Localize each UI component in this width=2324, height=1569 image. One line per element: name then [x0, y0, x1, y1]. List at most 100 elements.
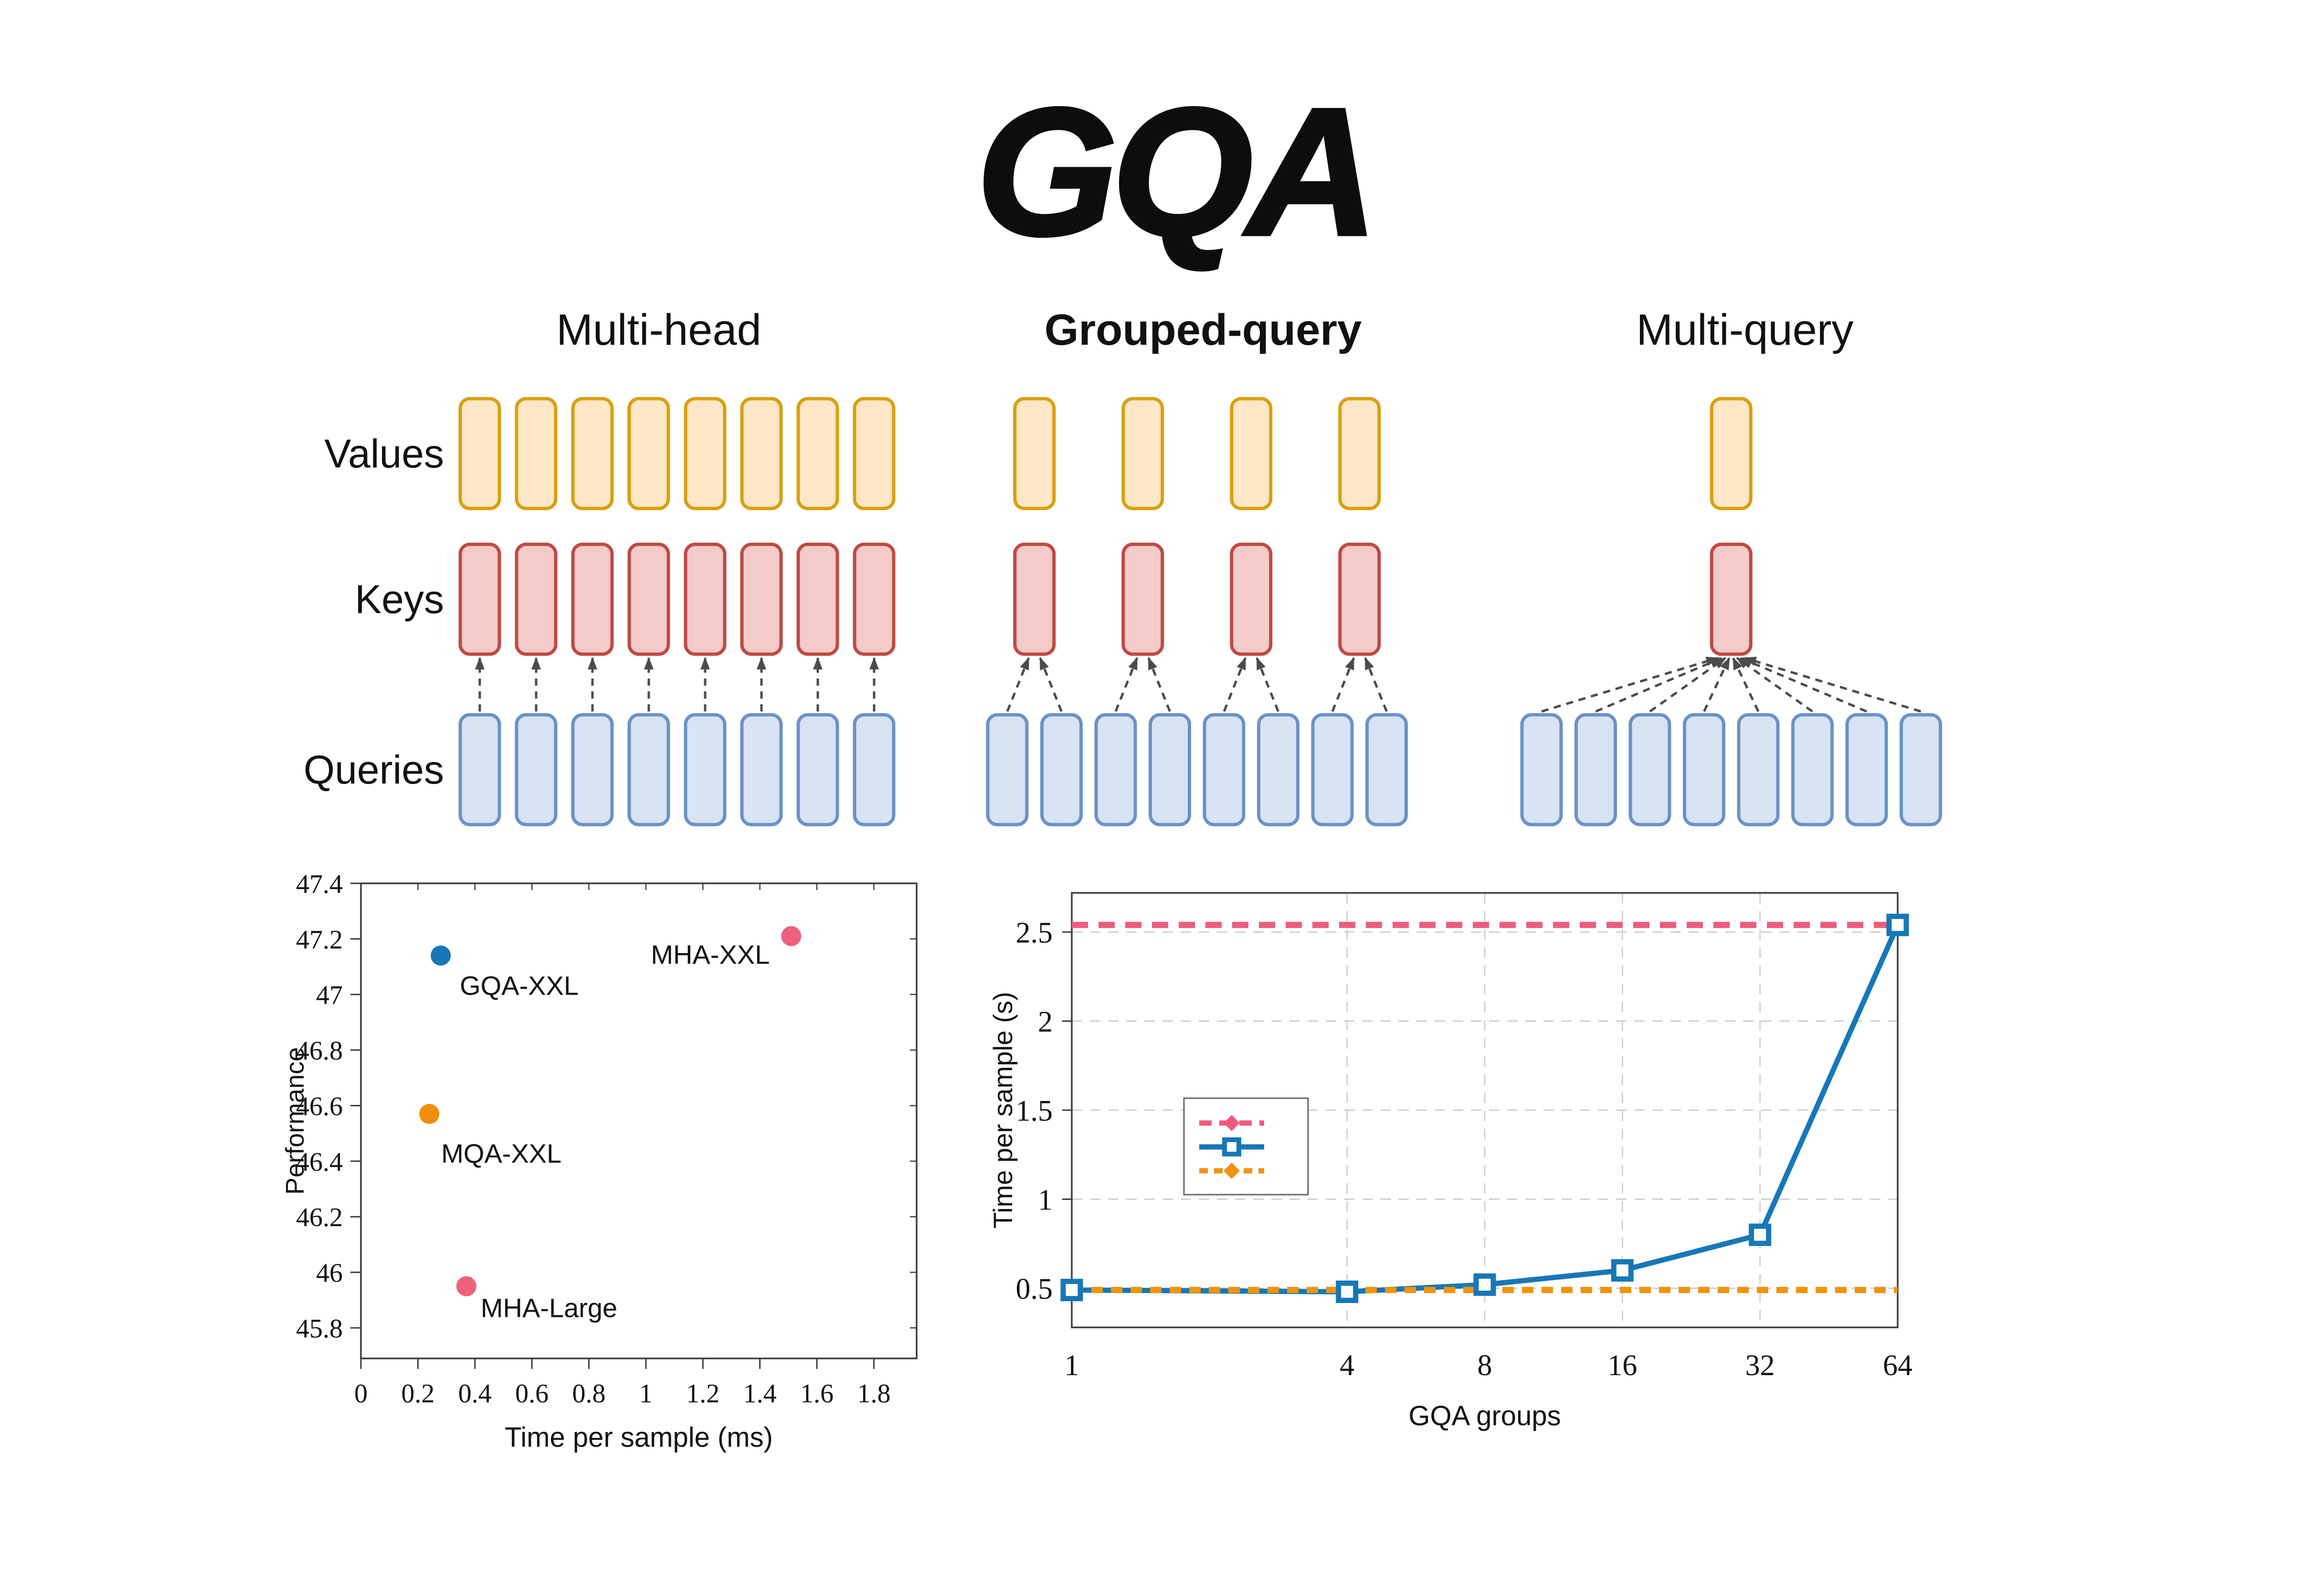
- query-key-connector: [1732, 657, 1760, 712]
- line-chart-y-tick-label: 1.5: [1016, 1095, 1053, 1127]
- line-chart: 0.5 1 1.5 2 2.5 1 4 8 16 32 64 GQA groups Time per s…: [988, 892, 1912, 1431]
- key-head-rect: [853, 542, 896, 656]
- query-key-connector: [1256, 657, 1279, 712]
- scatter-x-tick-label: 1.6: [800, 1379, 834, 1409]
- scatter-point-MHA-XXL: [781, 926, 802, 946]
- line-chart-y-tick-label: 1: [1038, 1184, 1053, 1216]
- scatter-y-axis-title: Performance: [281, 1047, 309, 1195]
- row-label-queries: Queries: [303, 747, 444, 792]
- query-head-rect: [740, 713, 783, 827]
- query-key-connector: [1114, 657, 1139, 712]
- key-head-rect: [684, 542, 727, 656]
- scatter-x-tick-label: 1.4: [743, 1379, 777, 1409]
- query-head-rect: [515, 713, 558, 827]
- query-head-rect: [684, 713, 727, 827]
- value-head-rect: [458, 397, 501, 510]
- gqa-series-square-marker: [1336, 1280, 1359, 1303]
- query-head-rect: [571, 713, 614, 827]
- gqa-series-square-marker: [1473, 1273, 1496, 1296]
- line-chart-x-axis-title: GQA groups: [1408, 1400, 1561, 1431]
- scatter-y-tick-label: 46.6: [296, 1092, 343, 1121]
- line-chart-y-axis-title: Time per sample (s): [988, 992, 1018, 1229]
- key-head-rect: [1121, 542, 1164, 656]
- scatter-x-tick-label: 1.2: [686, 1379, 719, 1409]
- query-head-rect: [1900, 713, 1942, 827]
- query-head-rect: [1149, 713, 1191, 827]
- query-key-connector: [1743, 657, 1922, 713]
- query-head-rect: [1628, 713, 1671, 827]
- value-head-rect: [1338, 397, 1381, 510]
- column-header-multi-head: Multi-head: [556, 306, 761, 354]
- query-head-rect: [1683, 713, 1725, 827]
- query-key-connector: [1649, 657, 1726, 713]
- query-head-rect: [1094, 713, 1137, 827]
- value-head-rect: [1710, 397, 1753, 510]
- query-key-connector: [1039, 657, 1063, 712]
- scatter-x-tick-label: 0: [354, 1379, 368, 1409]
- scatter-point-label: GQA-XXL: [460, 970, 579, 1000]
- key-head-rect: [1230, 542, 1273, 656]
- line-chart-y-tick-label: 2.5: [1016, 917, 1053, 949]
- scatter-x-tick-label: 0.8: [572, 1379, 606, 1409]
- value-head-rect: [796, 397, 839, 510]
- value-head-rect: [740, 397, 783, 510]
- key-head-rect: [458, 542, 501, 656]
- key-head-rect: [1338, 542, 1381, 656]
- query-head-rect: [1737, 713, 1780, 827]
- gqa-series-square-marker: [1611, 1259, 1634, 1282]
- scatter-y-tick-label: 47: [316, 981, 343, 1010]
- scatter-x-tick-label: 1: [639, 1379, 653, 1409]
- gqa-series-square-marker: [1886, 913, 1909, 936]
- scatter-point-GQA-XXL: [431, 945, 451, 966]
- scatter-y-tick-label: 45.8: [296, 1314, 343, 1344]
- value-head-rect: [684, 397, 727, 510]
- scatter-point-label: MHA-XXL: [651, 940, 770, 970]
- line-chart-legend: [1183, 1097, 1309, 1196]
- query-key-connector: [1736, 657, 1813, 713]
- query-key-connector: [1364, 657, 1388, 712]
- query-head-rect: [986, 713, 1029, 827]
- key-head-rect: [515, 542, 558, 656]
- figure-title: GQA: [975, 70, 1380, 273]
- key-head-rect: [740, 542, 783, 656]
- query-head-rect: [1257, 713, 1299, 827]
- query-head-rect: [796, 713, 839, 827]
- legend-diamond-marker: [1224, 1163, 1240, 1179]
- scatter-y-tick-label: 47.2: [296, 925, 343, 954]
- line-chart-x-tick-label: 8: [1478, 1349, 1492, 1382]
- value-head-rect: [627, 397, 670, 510]
- value-head-rect: [1121, 397, 1164, 510]
- scatter-y-tick-label: 46: [316, 1259, 343, 1288]
- key-head-rect: [1710, 542, 1753, 656]
- line-chart-x-tick-label: 64: [1883, 1349, 1912, 1382]
- attention-column-multi-query: [1520, 397, 1942, 827]
- scatter-x-tick-label: 0.6: [515, 1379, 549, 1409]
- query-head-rect: [853, 713, 896, 827]
- line-chart-x-tick-label: 1: [1065, 1349, 1079, 1382]
- query-head-rect: [1203, 713, 1246, 827]
- line-chart-y-tick-label: 0.5: [1016, 1273, 1053, 1305]
- query-head-rect: [1791, 713, 1834, 827]
- scatter-y-tick-label: 46.4: [296, 1147, 343, 1177]
- column-header-grouped-query: Grouped-query: [1044, 306, 1362, 354]
- line-chart-x-tick-label: 4: [1340, 1349, 1354, 1382]
- key-head-rect: [627, 542, 670, 656]
- query-head-rect: [1574, 713, 1617, 827]
- scatter-y-tick-label: 46.2: [296, 1203, 343, 1232]
- attention-column-multi-head: [458, 397, 896, 827]
- line-chart-x-tick-label: 16: [1607, 1349, 1637, 1382]
- query-key-connector: [1006, 657, 1030, 712]
- scatter-point-MQA-XXL: [419, 1103, 440, 1124]
- query-key-connector: [1331, 657, 1355, 712]
- legend-diamond-marker: [1224, 1115, 1240, 1131]
- key-head-rect: [796, 542, 839, 656]
- query-key-connector: [1147, 657, 1171, 712]
- scatter-point-MHA-Large: [456, 1276, 476, 1296]
- gqa-series-square-marker: [1060, 1279, 1083, 1302]
- scatter-x-tick-label: 0.2: [401, 1379, 434, 1409]
- value-head-rect: [571, 397, 614, 510]
- query-key-connector: [1595, 657, 1723, 713]
- scatter-point-label: MQA-XXL: [441, 1138, 561, 1168]
- key-head-rect: [1013, 542, 1056, 656]
- scatter-x-tick-label: 0.4: [458, 1379, 492, 1409]
